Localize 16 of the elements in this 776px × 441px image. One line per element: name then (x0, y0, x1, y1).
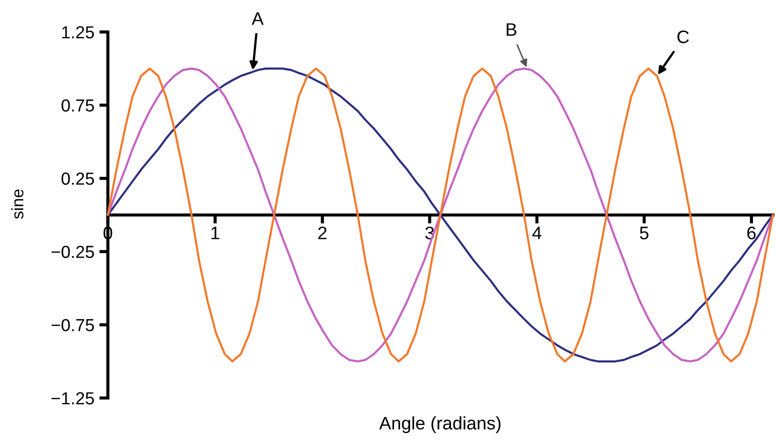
y-tick-label: 0.75 (62, 99, 94, 112)
annotation: A (252, 12, 264, 25)
annotation: C (677, 30, 689, 44)
annotation: B (506, 23, 516, 36)
x-tick-label: 6 (747, 226, 756, 240)
y-tick-label: −1.25 (52, 392, 94, 404)
y-axis-title: sine (11, 189, 24, 219)
x-tick-label: 2 (318, 226, 327, 240)
y-tick-label: −0.25 (52, 246, 94, 258)
x-tick-label: 4 (532, 226, 542, 240)
y-tick-label: 1.25 (62, 26, 94, 38)
y-tick-label: 0.25 (62, 172, 94, 185)
y-tick-label: −0.75 (52, 318, 94, 332)
x-tick-label: 1 (211, 226, 220, 240)
x-axis-title: Angle (radians) (379, 416, 500, 434)
x-tick-label: 5 (640, 226, 648, 240)
